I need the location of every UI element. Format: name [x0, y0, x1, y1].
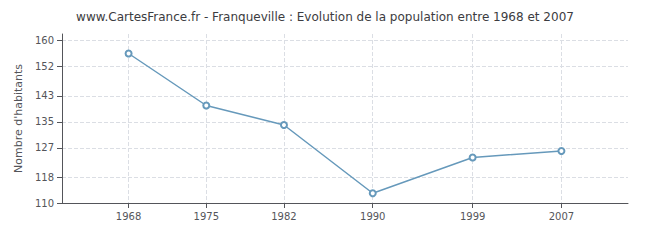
svg-text:135: 135: [35, 116, 54, 127]
svg-text:160: 160: [35, 35, 54, 46]
svg-text:1990: 1990: [360, 211, 385, 222]
svg-text:www.CartesFrance.fr - Franquev: www.CartesFrance.fr - Franqueville : Evo…: [76, 10, 574, 24]
svg-text:118: 118: [35, 172, 54, 183]
svg-text:1999: 1999: [460, 211, 485, 222]
svg-text:Nombre d'habitants: Nombre d'habitants: [12, 64, 25, 173]
svg-text:143: 143: [35, 90, 54, 101]
svg-text:110: 110: [35, 198, 54, 209]
svg-text:2007: 2007: [549, 211, 574, 222]
svg-text:127: 127: [35, 142, 54, 153]
svg-text:1968: 1968: [116, 211, 141, 222]
svg-text:1975: 1975: [194, 211, 219, 222]
svg-text:1982: 1982: [271, 211, 296, 222]
svg-text:152: 152: [35, 61, 54, 72]
